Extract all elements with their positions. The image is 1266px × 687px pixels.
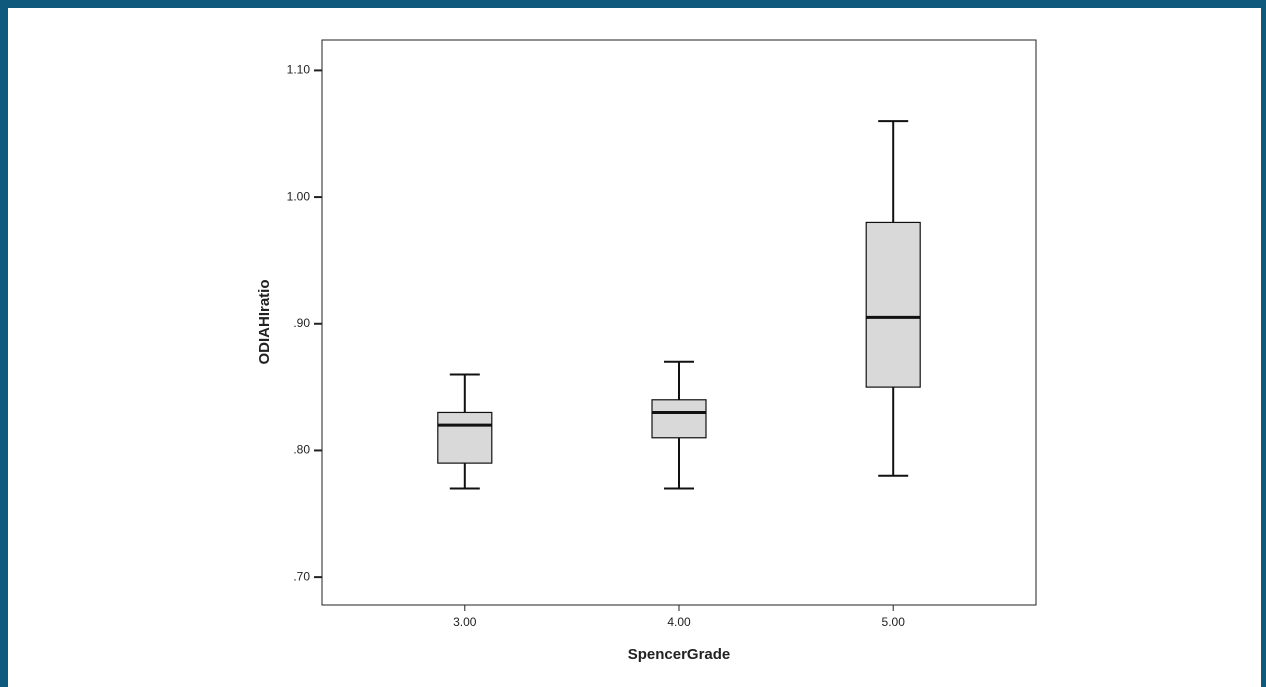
- y-tick-label: 1.10: [287, 63, 311, 77]
- y-tick-label: .90: [293, 316, 310, 330]
- box: [651, 399, 707, 439]
- y-tick-label: .70: [293, 569, 310, 583]
- x-tick-label: 5.00: [882, 615, 906, 629]
- box: [437, 411, 493, 464]
- box: [865, 221, 921, 388]
- x-tick-label: 3.00: [453, 615, 477, 629]
- y-tick-label: .80: [293, 443, 310, 457]
- y-tick-label: 1.00: [287, 189, 311, 203]
- x-tick-label: 4.00: [667, 615, 691, 629]
- plot-frame: [321, 39, 1037, 606]
- x-axis-title: SpencerGrade: [628, 646, 731, 663]
- y-axis-title: ODIAHIratio: [256, 279, 273, 364]
